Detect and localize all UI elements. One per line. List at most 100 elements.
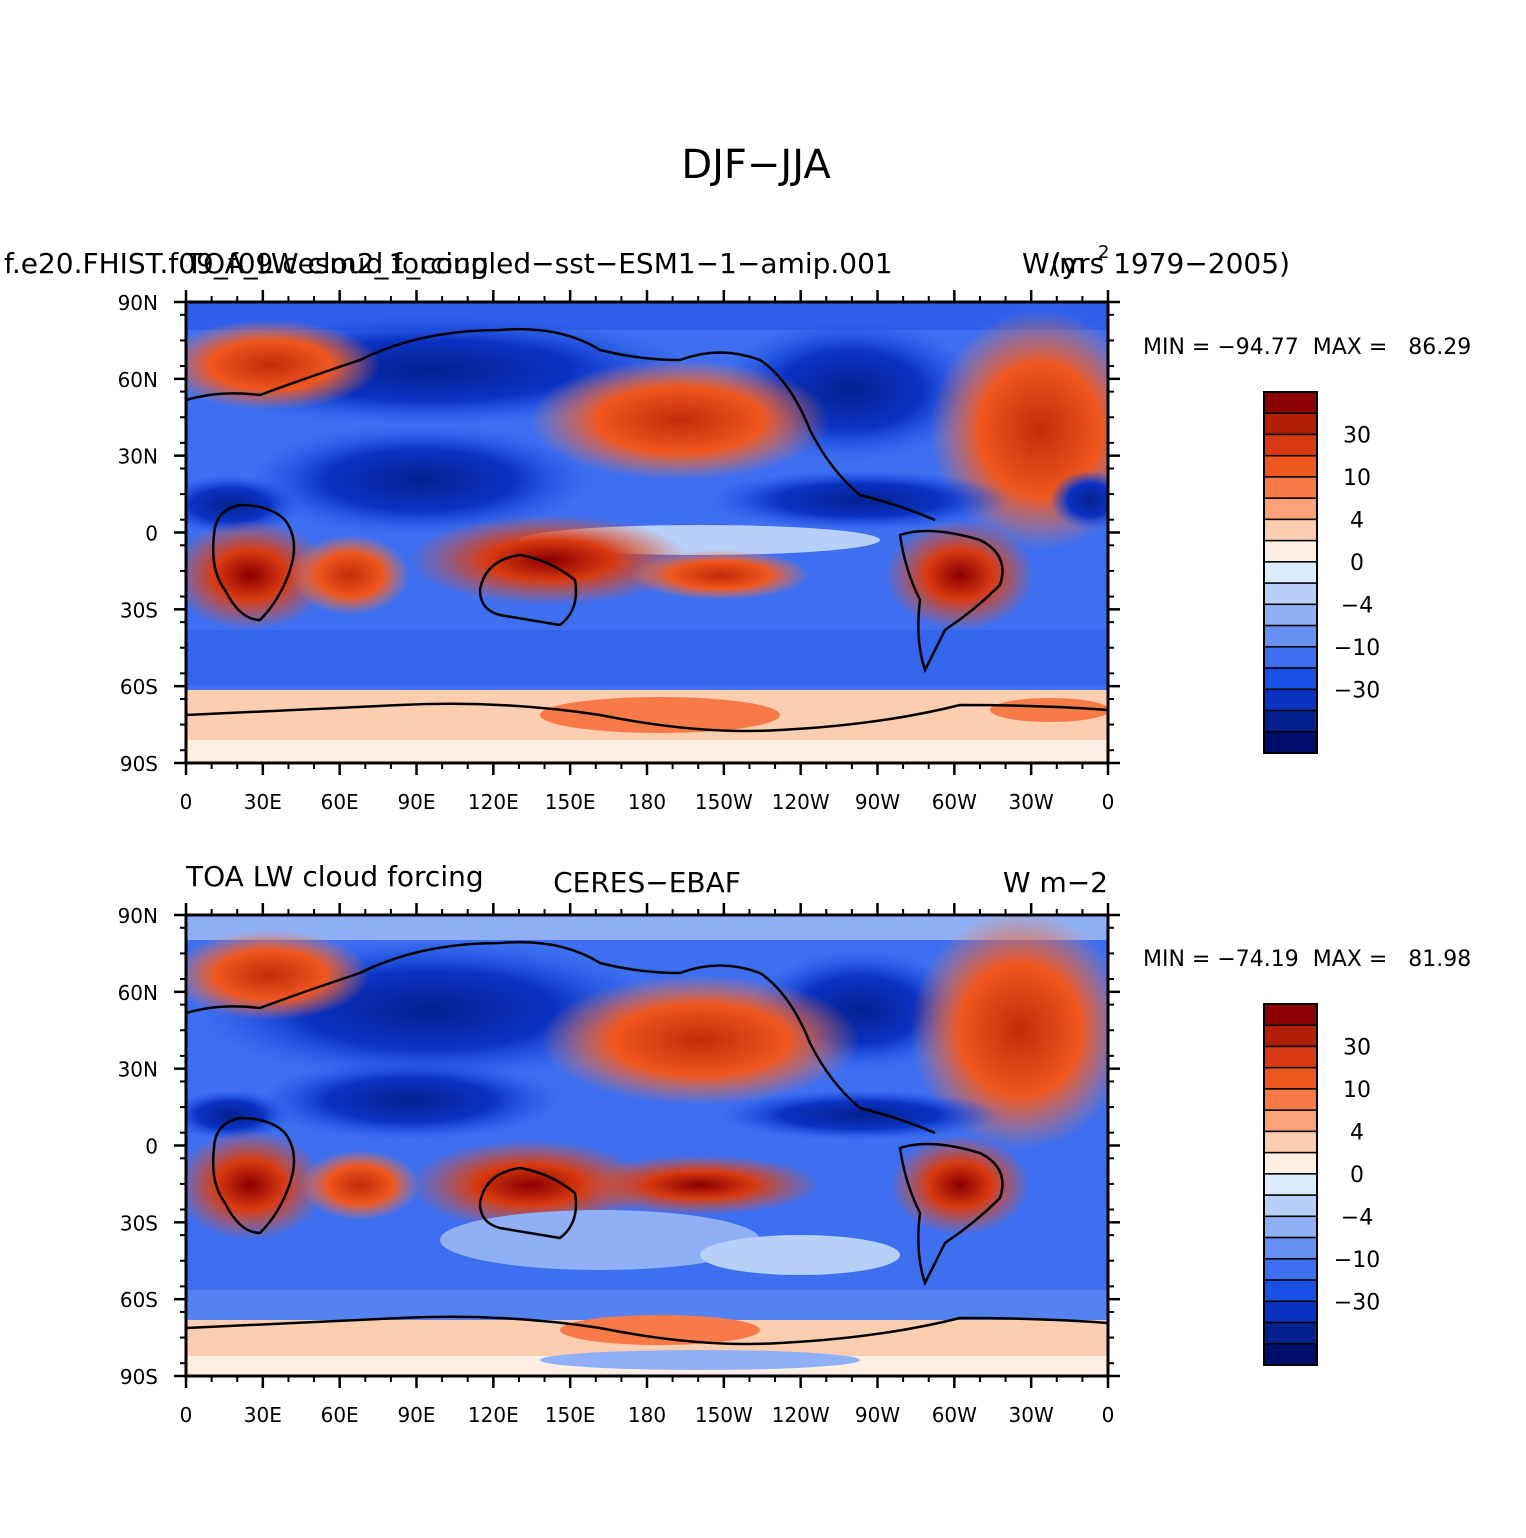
colorbar-swatch bbox=[1263, 688, 1318, 712]
colorbar-label: −30 bbox=[1334, 678, 1380, 703]
colorbar-swatch bbox=[1263, 476, 1318, 499]
colorbar-swatch bbox=[1263, 518, 1318, 542]
lat-tick-label: 0 bbox=[145, 522, 158, 546]
panel-2-lon-ticks: 0 30E 60E 90E 120E 150E 180 150W 120W 90W 60W 30W 0 bbox=[180, 903, 1115, 1427]
colorbar-swatch bbox=[1263, 646, 1318, 669]
panel-2-lat-ticks: 90N 60N 30N 0 30S 60S 90S bbox=[118, 904, 1120, 1389]
lon-tick-label: 30W bbox=[1009, 790, 1054, 814]
colorbar-swatch bbox=[1263, 539, 1318, 563]
colorbar-swatch bbox=[1263, 731, 1318, 754]
colorbar-swatch bbox=[1263, 1024, 1318, 1048]
colorbar-swatch bbox=[1263, 1215, 1318, 1239]
colorbar-label: 30 bbox=[1343, 1035, 1371, 1060]
lon-tick-label: 150W bbox=[695, 790, 753, 814]
panel-1-left-title-overlay: TOA_LW cloud forcing bbox=[185, 247, 489, 280]
colorbar-label: 0 bbox=[1350, 551, 1364, 576]
lon-tick-label: 30E bbox=[244, 790, 282, 814]
lon-tick-label: 90W bbox=[855, 790, 900, 814]
lat-tick-label: 90S bbox=[120, 752, 158, 776]
colorbar-swatch bbox=[1263, 561, 1318, 584]
lon-tick-label: 150E bbox=[545, 790, 596, 814]
panel-2-colorbar: 30 10 4 0 −4 −10 −30 bbox=[1263, 1003, 1380, 1366]
lon-tick-label: 60W bbox=[932, 790, 977, 814]
lon-tick-label: 120W bbox=[772, 790, 830, 814]
colorbar-swatch bbox=[1263, 433, 1318, 457]
lon-tick-label: 180 bbox=[628, 1403, 666, 1427]
panel-1-colorbar: 30 10 4 0 −4 −10 −30 bbox=[1263, 391, 1380, 754]
colorbar-swatch bbox=[1263, 667, 1318, 691]
panel-1-left-title: f.e20.FHIST.f09_f09.cesm2_1_coupled−sst−… bbox=[4, 247, 893, 280]
colorbar-swatch bbox=[1263, 497, 1318, 521]
lon-tick-label: 0 bbox=[1102, 790, 1115, 814]
lon-tick-label: 90E bbox=[397, 1403, 435, 1427]
lon-tick-label: 30W bbox=[1009, 1403, 1054, 1427]
colorbar-swatch bbox=[1263, 1194, 1318, 1218]
lat-tick-label: 60S bbox=[120, 1288, 158, 1312]
colorbar-label: 4 bbox=[1350, 508, 1364, 533]
lat-tick-label: 60N bbox=[118, 981, 158, 1005]
panel-2-map bbox=[186, 915, 1108, 1376]
colorbar-swatch bbox=[1263, 1258, 1318, 1281]
lat-tick-label: 30N bbox=[118, 1058, 158, 1082]
lat-tick-label: 0 bbox=[145, 1135, 158, 1159]
colorbar-frame bbox=[1263, 1003, 1318, 1366]
figure-title: DJF−JJA bbox=[681, 142, 831, 188]
panel-2-min-max: MIN = −74.19 MAX = 81.98 bbox=[1143, 947, 1471, 972]
panel-1-lat-ticks: 90N 60N 30N 0 30S 60S 90S bbox=[118, 291, 1120, 776]
panel-2-left-title: TOA LW cloud forcing bbox=[185, 860, 484, 893]
lat-tick-label: 60S bbox=[120, 675, 158, 699]
lon-tick-label: 30E bbox=[244, 1403, 282, 1427]
lon-tick-label: 0 bbox=[1102, 1403, 1115, 1427]
colorbar-swatch bbox=[1263, 1003, 1318, 1026]
lon-tick-label: 0 bbox=[180, 790, 193, 814]
colorbar-swatch bbox=[1263, 1130, 1318, 1154]
panel-2-center-title: CERES−EBAF bbox=[553, 866, 741, 899]
panel-1-map bbox=[186, 302, 1108, 763]
lon-tick-label: 60E bbox=[321, 1403, 359, 1427]
colorbar-swatch bbox=[1263, 1066, 1318, 1090]
lon-tick-label: 60W bbox=[932, 1403, 977, 1427]
colorbar-label: 10 bbox=[1343, 1078, 1371, 1103]
lat-tick-label: 30S bbox=[120, 1211, 158, 1235]
lon-tick-label: 120E bbox=[468, 790, 519, 814]
colorbar-swatch bbox=[1263, 1109, 1318, 1133]
colorbar-swatch bbox=[1263, 624, 1318, 648]
colorbar-label: 4 bbox=[1350, 1120, 1364, 1145]
panel-1-right-title: W/m bbox=[1022, 247, 1086, 280]
panel-1-center-title: (yrs 1979−2005) bbox=[1051, 247, 1290, 280]
panel-1-lon-ticks: 0 30E 60E 90E 120E 150E 180 150W 120W 90W 60W 30W 0 bbox=[180, 290, 1115, 814]
panel-1-min-max: MIN = −94.77 MAX = 86.29 bbox=[1143, 335, 1471, 360]
colorbar-label: −4 bbox=[1341, 1205, 1373, 1230]
lat-tick-label: 30N bbox=[118, 445, 158, 469]
lat-tick-label: 60N bbox=[118, 368, 158, 392]
lat-tick-label: 90S bbox=[120, 1365, 158, 1389]
colorbar-swatch bbox=[1263, 1045, 1318, 1069]
panel-2-right-title: W m−2 bbox=[1003, 866, 1108, 899]
colorbar-label: 10 bbox=[1343, 466, 1371, 491]
lat-tick-label: 90N bbox=[118, 904, 158, 928]
colorbar-swatch bbox=[1263, 454, 1318, 478]
colorbar-label: −10 bbox=[1334, 1248, 1380, 1273]
colorbar-swatch bbox=[1263, 1321, 1318, 1345]
colorbar-swatch bbox=[1263, 603, 1318, 627]
lon-tick-label: 60E bbox=[321, 790, 359, 814]
lat-tick-label: 90N bbox=[118, 291, 158, 315]
colorbar-label: −30 bbox=[1334, 1290, 1380, 1315]
colorbar-swatch bbox=[1263, 391, 1318, 414]
panel-1: f.e20.FHIST.f09_f09.cesm2_1_coupled−sst−… bbox=[4, 242, 1471, 814]
colorbar-swatch bbox=[1263, 1300, 1318, 1324]
panel-1-right-title-sup: 2 bbox=[1098, 242, 1109, 263]
lat-tick-label: 30S bbox=[120, 598, 158, 622]
lon-tick-label: 90W bbox=[855, 1403, 900, 1427]
colorbar-label: 0 bbox=[1350, 1163, 1364, 1188]
lon-tick-label: 90E bbox=[397, 790, 435, 814]
colorbar-label: −10 bbox=[1334, 636, 1380, 661]
colorbar-swatch bbox=[1263, 1279, 1318, 1303]
lon-tick-label: 120W bbox=[772, 1403, 830, 1427]
lon-tick-label: 180 bbox=[628, 790, 666, 814]
lon-tick-label: 150E bbox=[545, 1403, 596, 1427]
colorbar-label: −4 bbox=[1341, 593, 1373, 618]
colorbar-swatch bbox=[1263, 1151, 1318, 1175]
colorbar-frame bbox=[1263, 391, 1318, 754]
colorbar-swatch bbox=[1263, 582, 1318, 606]
